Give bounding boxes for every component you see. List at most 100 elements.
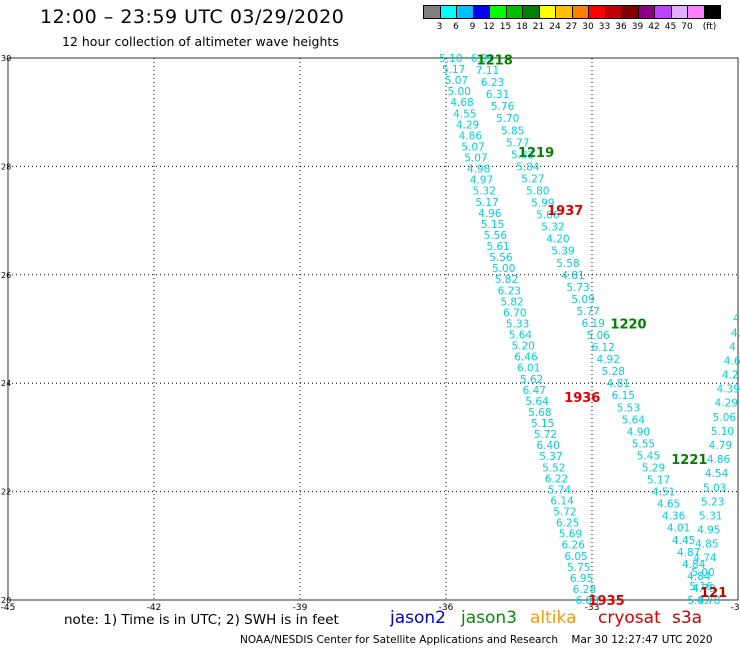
swh-data-label: 5.17 <box>647 475 670 487</box>
color-scale-label: 30 <box>582 22 594 32</box>
swh-data-label: 6.99 <box>471 53 494 65</box>
swh-data-label: 4. <box>731 327 740 339</box>
swh-data-label: 4.6 <box>724 355 740 367</box>
pass-number-label: 121 <box>700 586 727 601</box>
swh-data-label: 6.46 <box>514 352 538 364</box>
y-tick-label: 26 <box>1 271 11 280</box>
color-scale-label: 15 <box>499 22 512 32</box>
swh-data-label: 6.01 <box>517 363 540 375</box>
swh-data-label: 5.15 <box>531 418 554 430</box>
swh-data-label: 5.72 <box>553 507 576 519</box>
swh-data-label: 5.32 <box>541 222 564 234</box>
color-scale-label: 18 <box>516 22 528 32</box>
swh-data-label: 5.76 <box>491 101 515 113</box>
swh-data-label: 4.84 <box>687 571 711 583</box>
color-scale-label: 70 <box>681 22 693 32</box>
y-tick-label: 24 <box>1 379 11 388</box>
swh-data-label: 6.40 <box>537 440 560 452</box>
swh-data-label: 4.86 <box>459 130 483 142</box>
swh-data-label: 6.05 <box>564 551 587 563</box>
swh-data-label: 4.2 <box>722 370 739 382</box>
swh-data-label: 5.31 <box>699 510 722 522</box>
swh-data-label: 5.15 <box>481 219 504 231</box>
x-tick-label: -45 <box>1 603 16 613</box>
footer-credit: NOAA/NESDIS Center for Satellite Applica… <box>240 634 713 646</box>
swh-data-label: 5.29 <box>642 463 665 475</box>
swh-data-label: 4.29 <box>715 398 738 410</box>
swh-data-label: 4.51 <box>652 487 675 499</box>
swh-data-label: 4.85 <box>695 539 718 551</box>
swh-data-label: 4. <box>729 341 739 353</box>
pass-number-label: 1935 <box>589 594 625 609</box>
swh-data-label: 4.79 <box>692 583 715 595</box>
swh-data-label: 5.07 <box>461 141 484 153</box>
color-scale-label: 21 <box>532 22 545 32</box>
swh-data-label: 4.36 <box>662 511 686 523</box>
swh-data-label: 5.10 <box>711 426 734 438</box>
swh-data-label: 4.55 <box>453 108 476 120</box>
swh-data-label: 5.45 <box>637 450 660 462</box>
color-scale-label: 6 <box>453 22 459 32</box>
swh-data-label: 4.20 <box>546 234 569 246</box>
swh-data-label: 4.81 <box>607 378 630 390</box>
swh-data-label: 5.10 <box>439 53 462 65</box>
swh-data-label: 4.74 <box>693 553 717 565</box>
swh-data-label: 5.55 <box>632 438 655 450</box>
pass-number-label: 1218 <box>477 54 513 69</box>
swh-data-label: 5.64 <box>622 414 646 426</box>
swh-data-label: 5.99 <box>531 198 554 210</box>
footer-note: note: 1) Time is in UTC; 2) SWH is in fe… <box>64 612 339 628</box>
swh-data-label: 4.39 <box>717 384 740 396</box>
swh-data-label: 5.00 <box>448 86 471 98</box>
swh-data-label: 4.54 <box>705 468 729 480</box>
swh-data-label: 7.11 <box>476 65 499 77</box>
swh-data-label: 4.65 <box>657 499 680 511</box>
swh-data-label: 5.74 <box>548 484 572 496</box>
swh-data-label: 4.97 <box>470 175 493 187</box>
swh-data-label: 5.52 <box>542 462 565 474</box>
swh-data-label: 5.75 <box>567 562 590 574</box>
swh-data-label: 6.95 <box>570 573 593 585</box>
swh-data-label: 6.70 <box>503 307 526 319</box>
legend-item-jason2: jason2 <box>390 608 446 628</box>
swh-data-label: 6.31 <box>486 89 509 101</box>
swh-data-label: 6.15 <box>612 390 635 402</box>
color-scale-label: 39 <box>631 22 644 32</box>
chart-title: 12:00 – 23:59 UTC 03/29/2020 <box>40 6 345 28</box>
swh-data-label: 6.23 <box>498 285 521 297</box>
swh-data-label: 6.47 <box>523 385 546 397</box>
swh-data-label: 5.69 <box>559 529 582 541</box>
swh-data-label: 5.82 <box>500 296 523 308</box>
swh-data-label: 5.17 <box>475 197 498 209</box>
color-scale-label: 12 <box>483 22 495 32</box>
swh-data-label: 5.58 <box>556 258 579 270</box>
swh-data-label: 5.07 <box>464 153 487 165</box>
legend-item-altika: altika <box>530 608 577 628</box>
swh-data-label: 4.98 <box>467 164 490 176</box>
swh-data-label: 5.56 <box>484 230 508 242</box>
swh-data-label: 5.16 <box>689 581 713 593</box>
color-scale-label: (ft) <box>702 22 717 32</box>
swh-data-label: 6.23 <box>481 77 504 89</box>
color-scale-labels: 3 6 9 12 15 18 21 24 27 30 33 36 39 42 45 70 (ft) <box>423 22 740 34</box>
swh-data-label: 5.61 <box>486 241 509 253</box>
swh-data-label: 5.85 <box>501 125 524 137</box>
swh-data-label: 4.96 <box>478 208 502 220</box>
swh-data-label: 4.79 <box>709 440 732 452</box>
swh-data-label: 4.45 <box>672 535 695 547</box>
swh-data-label: 6.28 <box>573 584 596 596</box>
legend-item-cryosat: cryosat <box>598 608 661 628</box>
swh-data-label: 4.78 <box>697 595 720 607</box>
swh-data-label: 4. <box>733 313 740 325</box>
swh-data-label: 5.56 <box>489 252 513 264</box>
pass-number-label: 1221 <box>671 453 707 468</box>
swh-data-label: 5.20 <box>511 341 534 353</box>
swh-data-label: 4.86 <box>707 454 731 466</box>
x-tick-label: -39 <box>293 603 308 613</box>
swh-data-label: 5.28 <box>602 366 625 378</box>
swh-data-label: 4.92 <box>597 354 620 366</box>
swh-data-label: 5.06 <box>536 210 560 222</box>
swh-data-label: 5.73 <box>566 282 589 294</box>
color-scale-label: 33 <box>598 22 611 32</box>
